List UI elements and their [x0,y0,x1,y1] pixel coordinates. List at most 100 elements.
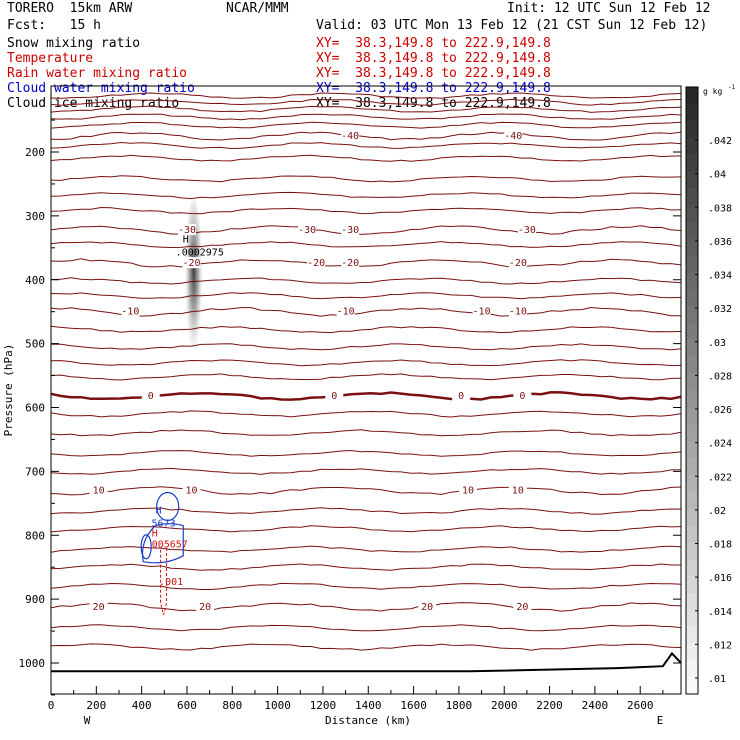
plot-area: -40 -40 -30 -30 -30 -30 -20 -20 -20 -20 -10 -10 -10 -… [51,92,681,673]
temperature-contour [51,325,681,334]
cloud-water-contour [140,534,152,560]
temperature-contour--20 [51,258,681,268]
colorbar-segment [686,457,698,476]
contour-label-bg [341,257,360,269]
colorbar-segment [686,626,698,644]
field-snow-xy: XY= 38.3,149.8 to 222.9,149.8 [316,36,551,51]
colorbar-segment [686,221,698,240]
east-label: E [657,714,664,727]
temperature-contour [51,175,681,183]
temperature-contour [51,206,681,215]
temperature-contour [51,191,681,200]
colorbar-segment [686,289,698,307]
colorbar-segment [686,373,698,391]
colorbar-segment [686,542,698,560]
contour-label-bg [508,257,527,269]
x-tick-label: 1200 [310,699,337,712]
temperature-contour [51,241,681,249]
contour-label-bg [517,223,536,235]
cloud-water-contour [141,523,184,564]
colorbar-segment [686,339,698,358]
cloud-ice-shading [184,197,203,362]
colorbar-segment [686,238,698,257]
rain-water-contour-label: .001 [159,577,183,588]
colorbar-tick-label: .016 [708,573,732,584]
forecast-hour: Fcst: 15 h [7,18,101,33]
contour-label: 10 [512,486,524,497]
contour-label-bg [341,130,360,142]
y-tick-label: 500 [25,338,45,351]
colorbar-tick-label: .024 [708,439,732,450]
colorbar-tick-label: .036 [708,237,732,248]
contour-label-bg [182,257,201,269]
contour-label-bg [418,600,437,612]
y-tick-label: 1000 [19,657,46,670]
colorbar-segment [686,592,698,611]
temperature-contour [51,563,681,571]
contour-label: 0 [458,391,464,402]
temperature-contour [51,525,681,533]
colorbar-segment [686,575,698,594]
contour-label: 20 [93,602,105,613]
temperature-contour [51,359,681,367]
contour-label: -10 [473,307,491,318]
contour-label-bg [508,305,527,317]
x-tick-label: 2600 [627,699,654,712]
colorbar-segment [686,255,698,273]
temperature-contour [51,292,681,300]
temperature-contour [51,624,681,632]
field-temperature: Temperature [7,51,94,66]
contour-label-bg [89,484,108,496]
temperature-contour [51,429,681,437]
contour-label-bg [89,600,108,612]
contour-label-bg [182,484,201,496]
temperature-contour [51,467,681,475]
x-axis-label: Distance (km) [325,714,411,727]
field-cloud-water-xy: XY= 38.3,149.8 to 222.9,149.8 [316,81,551,96]
temperature-contour [51,410,681,418]
temperature-contour [51,373,681,381]
colorbar-segment [686,424,698,442]
colorbar-segment [686,559,698,577]
field-cloud-water: Cloud water mixing ratio [7,81,195,96]
colorbar-segment [686,660,698,678]
y-tick-label: 300 [25,210,45,223]
colorbar-segment [686,609,698,628]
contour-label-bg [121,305,140,317]
contour-label: 10 [462,486,474,497]
colorbar-tick-label: .04 [708,170,726,181]
field-temperature-xy: XY= 38.3,149.8 to 222.9,149.8 [316,51,551,66]
contour-label-bg [307,257,326,269]
y-tick-label: 900 [25,593,45,606]
temperature-contour [51,507,681,515]
colorbar-segment [686,272,698,290]
colorbar-tick-label: .038 [708,203,732,214]
colorbar-tick-label: .032 [708,304,732,315]
contour-label-bg [341,223,360,235]
contour-label: 10 [185,486,197,497]
colorbar-segment [686,137,698,155]
contour-label-bg [472,305,491,317]
cloud-water-max-marker: H [156,506,162,517]
temperature-contour--30 [51,225,681,235]
y-tick-label: 800 [25,529,45,542]
cloud-ice-max-marker: H [183,235,189,246]
x-tick-label: 400 [132,699,152,712]
contour-label: 10 [93,486,105,497]
colorbar-segment [686,390,698,408]
contour-label: -40 [504,131,522,142]
contour-label: -20 [307,258,325,269]
colorbar-segment [686,171,698,189]
colorbar-tick-label: .022 [708,472,732,483]
colorbar-unit-exponent: -1 [728,84,736,91]
contour-label: 20 [516,602,528,613]
temperature-contour [51,545,681,553]
temperature-contour [51,98,681,106]
west-label: W [84,714,91,727]
colorbar-unit: g kg [703,87,722,96]
temperature-contour [51,582,681,590]
colorbar-tick-label: .026 [708,405,732,416]
contour-label-bg [513,390,532,402]
x-tick-label: 1600 [400,699,427,712]
